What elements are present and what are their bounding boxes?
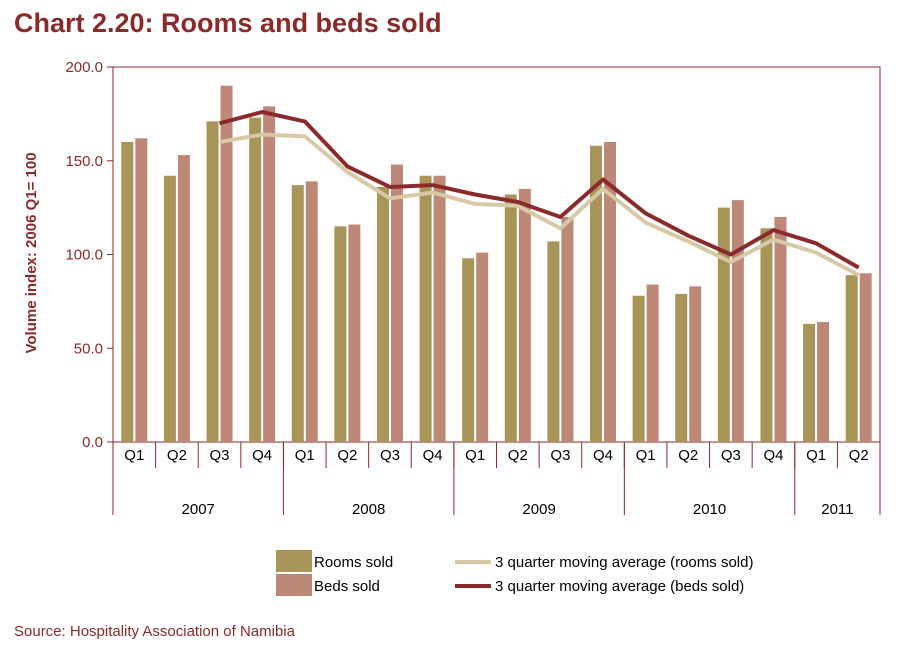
bar-rooms-sold (249, 117, 262, 442)
legend-label: Rooms sold (314, 554, 393, 571)
bar-rooms-sold (845, 275, 858, 442)
bar-beds-sold (433, 175, 446, 442)
x-tick-label: Q4 (423, 447, 443, 464)
x-tick-label: Q2 (337, 447, 357, 464)
bar-beds-sold (646, 284, 659, 442)
bar-rooms-sold (121, 142, 134, 442)
x-tick-label: Q4 (252, 447, 272, 464)
bar-beds-sold (731, 200, 744, 442)
legend-label: Beds sold (314, 578, 380, 595)
legend-swatch-box (276, 550, 312, 572)
x-tick-label: Q2 (678, 447, 698, 464)
bar-rooms-sold (206, 121, 219, 442)
bar-rooms-sold (462, 258, 475, 442)
x-group-label: 2011 (821, 501, 853, 518)
x-tick-label: Q4 (593, 447, 613, 464)
bar-rooms-sold (419, 175, 432, 442)
x-tick-label: Q3 (380, 447, 400, 464)
x-tick-label: Q2 (849, 447, 869, 464)
x-group-label: 2010 (693, 501, 726, 518)
x-tick-label: Q3 (550, 447, 570, 464)
y-tick-label: 0.0 (82, 434, 103, 451)
legend-label: 3 quarter moving average (beds sold) (495, 578, 744, 595)
bar-beds-sold (177, 155, 190, 442)
bar-rooms-sold (547, 241, 560, 442)
bar-beds-sold (817, 322, 830, 442)
bar-beds-sold (135, 138, 148, 442)
moving-average-lines (218, 110, 860, 277)
bar-rooms-sold (632, 295, 645, 442)
x-group-label: 2007 (182, 501, 215, 518)
bar-beds-sold (263, 106, 276, 442)
x-tick-label: Q1 (806, 447, 826, 464)
x-tick-label: Q1 (124, 447, 144, 464)
bar-beds-sold (859, 273, 872, 442)
bar-beds-sold (348, 224, 361, 442)
source-note: Source: Hospitality Association of Namib… (14, 623, 295, 640)
bar-beds-sold (689, 286, 702, 442)
x-tick-label: Q3 (721, 447, 741, 464)
bar-beds-sold (604, 142, 617, 442)
x-axis-ticks: Q1 Q2 Q3 Q4 Q1 Q2 Q3 Q4 Q1 Q2 Q3 Q4 Q1 Q2 Q3 Q4 Q1 Q2 2007… (112, 442, 881, 518)
bar-rooms-sold (334, 226, 347, 442)
y-tick-label: 150.0 (65, 153, 103, 170)
x-tick-label: Q1 (465, 447, 485, 464)
bar-beds-sold (476, 252, 489, 442)
bar-rooms-sold (590, 145, 603, 442)
bar-beds-sold (390, 164, 403, 442)
bar-rooms-sold (504, 194, 517, 442)
legend-swatch-box (276, 574, 312, 596)
bar-rooms-sold (291, 185, 304, 442)
y-axis-ticks: 0.0 50.0 100.0 150.0 200.0 (65, 59, 113, 451)
x-tick-label: Q2 (508, 447, 528, 464)
bar-beds-sold (220, 85, 233, 442)
bar-beds-sold (305, 181, 318, 442)
x-tick-label: Q1 (295, 447, 315, 464)
x-group-label: 2009 (522, 501, 555, 518)
bars (121, 85, 872, 442)
chart-title: Chart 2.20: Rooms and beds sold (14, 8, 442, 38)
y-tick-label: 100.0 (65, 247, 103, 264)
line-ma-rooms-sold (219, 132, 860, 277)
x-group-label: 2008 (352, 501, 385, 518)
bar-beds-sold (561, 217, 574, 442)
x-tick-label: Q4 (763, 447, 783, 464)
bar-beds-sold (518, 188, 531, 442)
bar-rooms-sold (163, 175, 176, 442)
bar-rooms-sold (376, 187, 389, 442)
legend: Rooms sold Beds sold 3 quarter moving aver… (276, 550, 753, 596)
y-axis-label: Volume index: 2006 Q1= 100 (23, 152, 40, 353)
y-tick-label: 50.0 (74, 340, 103, 357)
bar-rooms-sold (675, 293, 688, 442)
x-tick-label: Q3 (210, 447, 230, 464)
line-ma-beds-sold (218, 110, 860, 270)
bar-rooms-sold (717, 207, 730, 442)
bar-beds-sold (774, 217, 787, 442)
x-tick-label: Q2 (167, 447, 187, 464)
bar-rooms-sold (803, 323, 816, 442)
bar-rooms-sold (760, 228, 773, 442)
legend-label: 3 quarter moving average (rooms sold) (495, 554, 753, 571)
x-tick-label: Q1 (636, 447, 656, 464)
y-tick-label: 200.0 (65, 59, 103, 76)
